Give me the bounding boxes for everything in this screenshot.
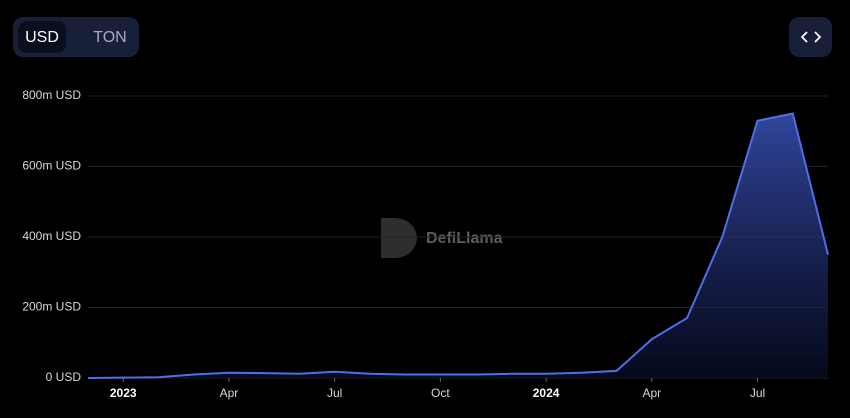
toggle-option[interactable]: USD [25, 29, 59, 46]
watermark-logo [381, 218, 417, 258]
toggle-selected[interactable] [18, 21, 66, 53]
watermark: DefiLlama [381, 218, 503, 258]
x-tick-label: Jul [327, 386, 342, 400]
area-fill [88, 113, 828, 378]
y-tick-label: 400m USD [22, 229, 81, 243]
y-tick-label: 800m USD [22, 88, 81, 102]
y-tick-label: 200m USD [22, 300, 81, 314]
x-tick-label: Apr [220, 386, 239, 400]
embed-button[interactable] [789, 17, 832, 57]
watermark-text: DefiLlama [426, 230, 503, 247]
x-tick-label: 2024 [533, 386, 560, 400]
x-tick-label: Jul [750, 386, 765, 400]
y-tick-label: 0 USD [46, 370, 82, 384]
x-tick-label: Apr [642, 386, 661, 400]
toggle-option[interactable]: TON [93, 29, 126, 46]
line [87, 112, 829, 379]
y-tick-label: 600m USD [22, 159, 81, 173]
x-tick-label: 2023 [110, 386, 137, 400]
embed-icon [800, 31, 822, 43]
x-tick-label: Oct [431, 386, 450, 400]
